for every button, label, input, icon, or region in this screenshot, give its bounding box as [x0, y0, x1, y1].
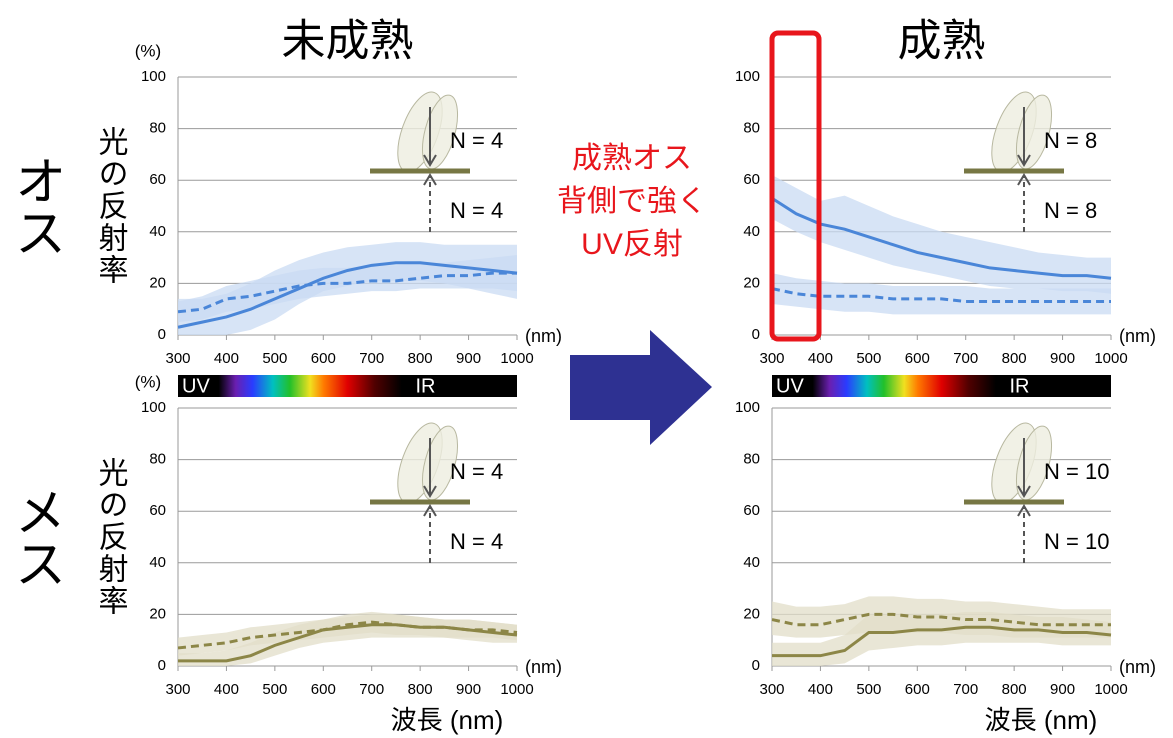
y-tick-label: 100 — [141, 68, 166, 85]
x-tick-label: 800 — [408, 681, 433, 698]
sample-size: N = 4 — [450, 128, 503, 153]
x-tick-label: 1000 — [500, 350, 533, 367]
y-axis-label: 光の反射率 — [94, 457, 129, 617]
x-tick-label: 700 — [953, 350, 978, 367]
x-tick-label: 300 — [165, 350, 190, 367]
x-tick-label: 900 — [456, 350, 481, 367]
y-tick-label: 80 — [743, 451, 760, 468]
spectrum-bar — [772, 375, 1111, 397]
x-tick-label: 800 — [1002, 681, 1027, 698]
x-tick-label: 1000 — [500, 681, 533, 698]
y-tick-label: 0 — [752, 326, 760, 343]
y-tick-label: 100 — [735, 399, 760, 416]
row-label: オス — [6, 154, 64, 258]
chart-title: 成熟 — [898, 17, 986, 66]
x-tick-label: 1000 — [1094, 350, 1127, 367]
x-tick-label: 700 — [953, 681, 978, 698]
x-axis-label: 波長 (nm) — [391, 705, 504, 735]
transition-arrow — [570, 330, 712, 445]
chart-title: 未成熟 — [282, 17, 414, 66]
x-axis-label: 波長 (nm) — [985, 705, 1098, 735]
x-tick-label: 600 — [311, 681, 336, 698]
y-tick-label: 20 — [149, 274, 166, 291]
y-tick-label: 40 — [743, 223, 760, 240]
x-tick-label: 800 — [1002, 350, 1027, 367]
y-tick-label: 0 — [158, 657, 166, 674]
y-tick-label: 100 — [141, 399, 166, 416]
y-tick-label: 100 — [735, 68, 760, 85]
y-tick-label: 20 — [743, 605, 760, 622]
row-label: メス — [6, 485, 64, 589]
x-tick-label: 700 — [359, 681, 384, 698]
x-tick-label: 800 — [408, 350, 433, 367]
spectrum-label: UV — [182, 375, 210, 397]
y-tick-label: 20 — [743, 274, 760, 291]
x-tick-label: 900 — [1050, 350, 1075, 367]
x-tick-label: 500 — [856, 350, 881, 367]
x-tick-label: 700 — [359, 350, 384, 367]
x-tick-label: 300 — [759, 350, 784, 367]
sample-size: N = 10 — [1044, 529, 1109, 554]
spectrum-label: IR — [1009, 375, 1029, 397]
y-tick-label: 80 — [743, 120, 760, 137]
callout-line: 成熟オス — [572, 142, 692, 175]
figure: 成熟オス 背側で強く UV反射 020406080100300400500600… — [0, 0, 1173, 738]
y-tick-label: 40 — [149, 554, 166, 571]
y-tick-label: 0 — [158, 326, 166, 343]
x-tick-label: 600 — [311, 350, 336, 367]
x-tick-label: 900 — [1050, 681, 1075, 698]
sample-size: N = 4 — [450, 529, 503, 554]
y-tick-label: 40 — [149, 223, 166, 240]
spectrum-label: IR — [415, 375, 435, 397]
x-tick-label: 600 — [905, 350, 930, 367]
y-tick-label: 20 — [149, 605, 166, 622]
y-tick-label: 80 — [149, 120, 166, 137]
x-tick-label: 1000 — [1094, 681, 1127, 698]
sample-size: N = 4 — [450, 459, 503, 484]
error-band — [178, 612, 517, 656]
x-tick-label: 400 — [214, 350, 239, 367]
sample-size: N = 8 — [1044, 128, 1097, 153]
x-tick-label: 600 — [905, 681, 930, 698]
y-unit: (%) — [135, 41, 161, 60]
x-tick-label: 400 — [808, 350, 833, 367]
y-unit: (%) — [135, 372, 161, 391]
x-tick-label: 500 — [262, 681, 287, 698]
y-tick-label: 60 — [149, 502, 166, 519]
y-tick-label: 0 — [752, 657, 760, 674]
sample-size: N = 10 — [1044, 459, 1109, 484]
y-tick-label: 60 — [743, 171, 760, 188]
spectrum-bar — [178, 375, 517, 397]
page: {"chart_data":[ {"type":"line","title":"… — [0, 0, 1173, 738]
x-tick-label: 400 — [808, 681, 833, 698]
y-tick-label: 60 — [743, 502, 760, 519]
x-tick-label: 900 — [456, 681, 481, 698]
x-tick-label: 500 — [262, 350, 287, 367]
y-tick-label: 40 — [743, 554, 760, 571]
x-tick-label: 300 — [759, 681, 784, 698]
x-unit: (nm) — [525, 657, 562, 677]
x-tick-label: 500 — [856, 681, 881, 698]
x-unit: (nm) — [1119, 657, 1156, 677]
x-tick-label: 400 — [214, 681, 239, 698]
x-unit: (nm) — [525, 326, 562, 346]
sample-size: N = 8 — [1044, 198, 1097, 223]
x-tick-label: 300 — [165, 681, 190, 698]
callout-line: 背側で強く — [557, 185, 707, 218]
y-tick-label: 80 — [149, 451, 166, 468]
y-axis-label: 光の反射率 — [94, 126, 129, 286]
y-tick-label: 60 — [149, 171, 166, 188]
x-unit: (nm) — [1119, 326, 1156, 346]
sample-size: N = 4 — [450, 198, 503, 223]
spectrum-label: UV — [776, 375, 804, 397]
callout-line: UV反射 — [581, 228, 683, 261]
